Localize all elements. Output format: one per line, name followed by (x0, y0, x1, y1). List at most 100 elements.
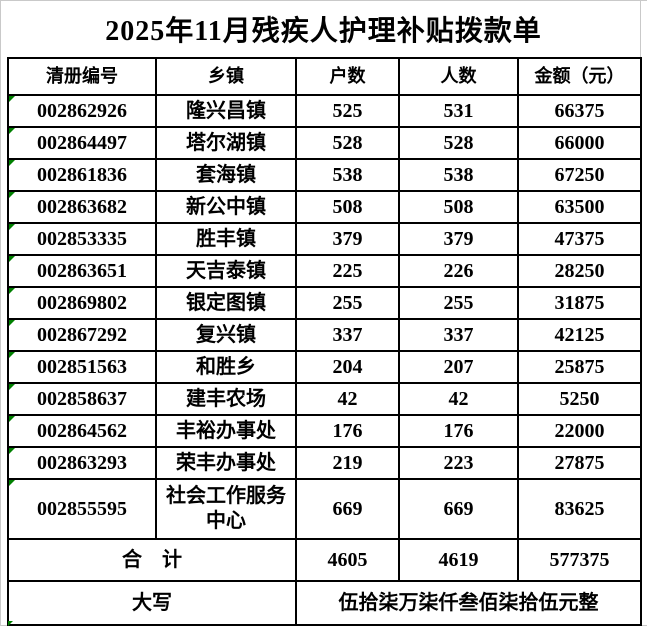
col-header-amount[interactable]: 金额（元） (517, 57, 642, 96)
cell-town[interactable]: 隆兴昌镇 (155, 94, 297, 128)
cell-town[interactable]: 套海镇 (155, 158, 297, 192)
cell-households[interactable]: 225 (295, 254, 400, 288)
table-row: 002862926 隆兴昌镇 525 531 66375 (7, 94, 642, 128)
text-as-number-flag-icon (10, 353, 15, 358)
cell-households[interactable]: 255 (295, 286, 400, 320)
cell-town[interactable]: 建丰农场 (155, 382, 297, 416)
cell-town[interactable]: 复兴镇 (155, 318, 297, 352)
cell-town[interactable]: 丰裕办事处 (155, 414, 297, 448)
total-households-cell[interactable]: 4605 (295, 538, 400, 582)
cell-register-id[interactable]: 002855595 (7, 478, 157, 540)
amount-in-words-row: 大写 伍拾柒万柒仟叁佰柒拾伍元整 (7, 580, 642, 626)
cell-register-id[interactable]: 002862926 (7, 94, 157, 128)
cell-households[interactable]: 525 (295, 94, 400, 128)
cell-register-id[interactable]: 002858637 (7, 382, 157, 416)
register-id-value: 002862926 (37, 99, 127, 122)
cell-amount[interactable]: 67250 (517, 158, 642, 192)
cell-people[interactable]: 669 (398, 478, 519, 540)
cell-people[interactable]: 207 (398, 350, 519, 384)
table-row: 002864562 丰裕办事处 176 176 22000 (7, 414, 642, 448)
cell-amount[interactable]: 42125 (517, 318, 642, 352)
cell-register-id[interactable]: 002864562 (7, 414, 157, 448)
cell-town[interactable]: 和胜乡 (155, 350, 297, 384)
cell-households[interactable]: 379 (295, 222, 400, 256)
caps-text-cell[interactable]: 伍拾柒万柒仟叁佰柒拾伍元整 (295, 580, 642, 626)
cell-households[interactable]: 528 (295, 126, 400, 160)
cell-amount[interactable]: 66375 (517, 94, 642, 128)
cell-people[interactable]: 176 (398, 414, 519, 448)
cell-register-id[interactable]: 002864497 (7, 126, 157, 160)
cell-households[interactable]: 508 (295, 190, 400, 224)
text-as-number-flag-icon (10, 385, 15, 390)
col-header-register-id[interactable]: 清册编号 (7, 57, 157, 96)
cell-register-id[interactable]: 002863293 (7, 446, 157, 480)
cell-amount[interactable]: 47375 (517, 222, 642, 256)
cell-register-id[interactable]: 002851563 (7, 350, 157, 384)
register-id-value: 002851563 (37, 355, 127, 378)
table-row: 002858637 建丰农场 42 42 5250 (7, 382, 642, 416)
cell-town[interactable]: 天吉泰镇 (155, 254, 297, 288)
register-id-value: 002863293 (37, 451, 127, 474)
cell-register-id[interactable]: 002869802 (7, 286, 157, 320)
text-as-number-flag-icon (10, 449, 15, 454)
cell-people[interactable]: 226 (398, 254, 519, 288)
cell-amount[interactable]: 83625 (517, 478, 642, 540)
cell-households[interactable]: 219 (295, 446, 400, 480)
cell-register-id[interactable]: 002863682 (7, 190, 157, 224)
cell-people[interactable]: 531 (398, 94, 519, 128)
text-as-number-flag-icon (10, 193, 15, 198)
cell-town[interactable]: 荣丰办事处 (155, 446, 297, 480)
table-row: 002853335 胜丰镇 379 379 47375 (7, 222, 642, 256)
cell-amount[interactable]: 5250 (517, 382, 642, 416)
register-id-value: 002867292 (37, 323, 127, 346)
cell-register-id[interactable]: 002861836 (7, 158, 157, 192)
cell-people[interactable]: 528 (398, 126, 519, 160)
total-amount-cell[interactable]: 577375 (517, 538, 642, 582)
cell-people[interactable]: 223 (398, 446, 519, 480)
cell-register-id[interactable]: 002867292 (7, 318, 157, 352)
cell-people[interactable]: 379 (398, 222, 519, 256)
cell-register-id[interactable]: 002863651 (7, 254, 157, 288)
cell-households[interactable]: 538 (295, 158, 400, 192)
cell-amount[interactable]: 27875 (517, 446, 642, 480)
cell-households[interactable]: 337 (295, 318, 400, 352)
col-header-people[interactable]: 人数 (398, 57, 519, 96)
cell-town[interactable]: 胜丰镇 (155, 222, 297, 256)
table-row: 002863293 荣丰办事处 219 223 27875 (7, 446, 642, 480)
total-people-cell[interactable]: 4619 (398, 538, 519, 582)
allocation-table: 清册编号 乡镇 户数 人数 金额（元） 002862926 隆兴昌镇 525 5… (7, 57, 642, 626)
cell-people[interactable]: 255 (398, 286, 519, 320)
table-row: 002855595 社会工作服务中心 669 669 83625 (7, 478, 642, 540)
cell-amount[interactable]: 63500 (517, 190, 642, 224)
cell-people[interactable]: 337 (398, 318, 519, 352)
register-id-value: 002858637 (37, 387, 127, 410)
total-label-cell[interactable]: 合 计 (7, 538, 297, 582)
register-id-value: 002861836 (37, 163, 127, 186)
cell-households[interactable]: 42 (295, 382, 400, 416)
cell-households[interactable]: 669 (295, 478, 400, 540)
document-title[interactable]: 2025年11月残疾人护理补贴拨款单 (105, 16, 542, 47)
cell-people[interactable]: 538 (398, 158, 519, 192)
text-as-number-flag-icon (8, 621, 13, 626)
cell-households[interactable]: 176 (295, 414, 400, 448)
cell-town[interactable]: 社会工作服务中心 (155, 478, 297, 540)
text-as-number-flag-icon (10, 417, 15, 422)
caps-label-cell[interactable]: 大写 (7, 580, 297, 626)
table-row: 002863651 天吉泰镇 225 226 28250 (7, 254, 642, 288)
cell-amount[interactable]: 25875 (517, 350, 642, 384)
cell-town[interactable]: 新公中镇 (155, 190, 297, 224)
cell-amount[interactable]: 66000 (517, 126, 642, 160)
cell-register-id[interactable]: 002853335 (7, 222, 157, 256)
col-header-town[interactable]: 乡镇 (155, 57, 297, 96)
cell-people[interactable]: 508 (398, 190, 519, 224)
register-id-value: 002863651 (37, 259, 127, 282)
col-header-households[interactable]: 户数 (295, 57, 400, 96)
cell-people[interactable]: 42 (398, 382, 519, 416)
cell-households[interactable]: 204 (295, 350, 400, 384)
cell-amount[interactable]: 28250 (517, 254, 642, 288)
cell-amount[interactable]: 31875 (517, 286, 642, 320)
cell-town[interactable]: 塔尔湖镇 (155, 126, 297, 160)
cell-amount[interactable]: 22000 (517, 414, 642, 448)
cell-town[interactable]: 银定图镇 (155, 286, 297, 320)
